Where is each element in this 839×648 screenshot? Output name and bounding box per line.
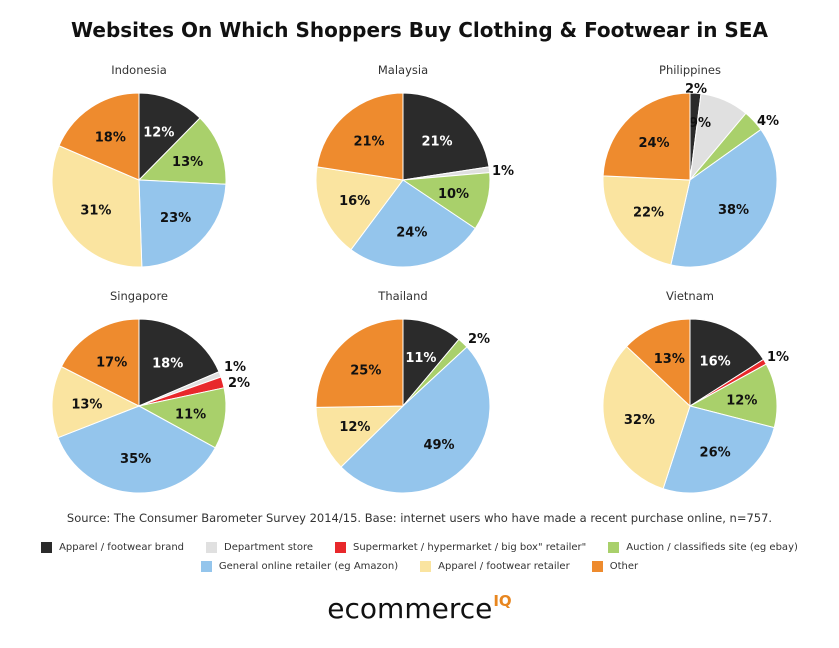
legend-swatch <box>41 542 53 553</box>
pie-title: Malaysia <box>378 63 428 77</box>
slice-label: 23% <box>160 211 191 226</box>
legend-swatch <box>206 542 218 553</box>
pie-slice <box>315 405 405 468</box>
slice-label: 35% <box>120 452 151 467</box>
pie-slice <box>316 92 404 181</box>
slice-label: 13% <box>71 398 102 413</box>
pie-title: Indonesia <box>111 63 167 77</box>
slice-label: 49% <box>423 438 454 453</box>
slice-label: 11% <box>175 408 206 423</box>
pie-singapore: Singapore 18% 1%2% 11% 35% 13% 17% <box>51 289 250 494</box>
ecommerceiq-logo: ecommerceIQ <box>0 592 839 625</box>
slice-label: 26% <box>700 446 731 461</box>
slice-label: 21% <box>353 134 384 149</box>
legend-label: Apparel / footwear brand <box>59 542 185 553</box>
pie-slice <box>57 405 216 494</box>
slice-label: 10% <box>438 187 469 202</box>
pie-indonesia: Indonesia 12% 13% 23% 31% 18% <box>51 63 227 268</box>
slice-label: 12% <box>726 394 757 409</box>
legend-label: Other <box>609 561 639 572</box>
pie-slice <box>138 92 201 182</box>
slice-label: 16% <box>339 194 370 209</box>
slice-label: 4% <box>757 114 779 129</box>
pie-slice <box>51 145 143 268</box>
slice-label: 2% <box>468 332 490 347</box>
legend-label: Apparel / footwear retailer <box>438 561 570 572</box>
pie-malaysia: Malaysia 21% 1% 10% 24% 16% 21% <box>315 63 514 268</box>
slice-label: 9% <box>689 116 711 131</box>
pie-slice <box>315 166 404 251</box>
legend-item: Apparel / footwear brand <box>41 542 184 553</box>
legend-row-1: Apparel / footwear brand Department stor… <box>0 542 839 553</box>
pie-slice <box>689 318 765 407</box>
slice-label: 13% <box>654 352 685 367</box>
legend-item: Auction / classifieds site (eg ebay) <box>608 542 798 553</box>
legend-swatch <box>335 542 346 553</box>
legend-item: Supermarket / hypermarket / big box" ret… <box>335 542 586 553</box>
pie-title: Thailand <box>377 289 427 303</box>
logo-text: ecommerce <box>327 592 493 625</box>
pie-slice <box>350 179 476 268</box>
pie-slice <box>670 128 778 268</box>
pie-title: Philippines <box>659 63 721 77</box>
source-note: Source: The Consumer Barometer Survey 20… <box>66 511 773 525</box>
slice-label: 12% <box>143 126 174 141</box>
legend-item: Other <box>591 561 639 572</box>
slice-label: 25% <box>350 363 381 378</box>
slice-label: 32% <box>624 413 655 428</box>
legend-label: Department store <box>224 542 313 553</box>
pie-slice <box>402 92 490 181</box>
pie-slice <box>602 175 691 266</box>
pie-slice <box>662 405 775 494</box>
slice-label: 22% <box>633 206 664 221</box>
slice-label: 21% <box>421 134 452 149</box>
legend-swatch <box>420 561 432 572</box>
pie-slice <box>138 179 227 268</box>
legend-row-2: General online retailer (eg Amazon) Appa… <box>0 561 839 572</box>
pie-charts: Indonesia 12% 13% 23% 31% 18% Malaysia 21% 1% 10%… <box>51 63 789 494</box>
slice-label: 38% <box>718 203 749 218</box>
slice-label: 31% <box>80 203 111 218</box>
slice-label: 24% <box>638 136 669 151</box>
pie-title: Vietnam <box>666 289 714 303</box>
legend-item: Department store <box>206 542 313 553</box>
chart-title: Websites On Which Shoppers Buy Clothing … <box>71 18 768 42</box>
pie-slice <box>315 318 404 408</box>
pie-slice <box>625 318 691 408</box>
slice-label: 12% <box>339 420 370 435</box>
legend-item: Apparel / footwear retailer <box>420 561 570 572</box>
pie-slice <box>340 346 491 494</box>
legend-label: Supermarket / hypermarket / big box" ret… <box>353 542 587 553</box>
slice-label: 18% <box>95 130 126 145</box>
pie-slice <box>602 345 691 490</box>
slice-label: 17% <box>96 356 127 371</box>
pie-slice <box>58 92 140 181</box>
legend-swatch <box>608 542 620 553</box>
pie-slice <box>602 92 691 181</box>
logo-superscript: IQ <box>493 592 512 610</box>
slice-label: 11% <box>405 351 436 366</box>
legend-label: Auction / classifieds site (eg ebay) <box>626 542 798 553</box>
slice-label: 18% <box>152 356 183 371</box>
pie-slice <box>60 318 140 407</box>
pie-vietnam: Vietnam 16% 1% 12% 26% 32% 13% <box>602 289 789 494</box>
slice-label: 1% <box>492 164 514 179</box>
pie-title: Singapore <box>110 289 168 303</box>
pie-thailand: Thailand 11% 2% 49% 12% 25% <box>315 289 491 494</box>
slice-label: 1% <box>224 360 246 375</box>
slice-label: 2% <box>228 376 250 391</box>
legend-swatch <box>200 561 212 572</box>
pie-slice <box>688 363 778 429</box>
slice-label: 13% <box>172 155 203 170</box>
pie-slice <box>138 318 220 407</box>
pie-slice <box>51 365 141 439</box>
slice-label: 24% <box>396 226 427 241</box>
legend-label: General online retailer (eg Amazon) <box>218 561 399 572</box>
legend-item: General online retailer (eg Amazon) <box>200 561 399 572</box>
legend-swatch <box>591 561 603 572</box>
pie-slice <box>137 117 227 185</box>
slice-label: 16% <box>700 354 731 369</box>
slice-label: 1% <box>767 350 789 365</box>
